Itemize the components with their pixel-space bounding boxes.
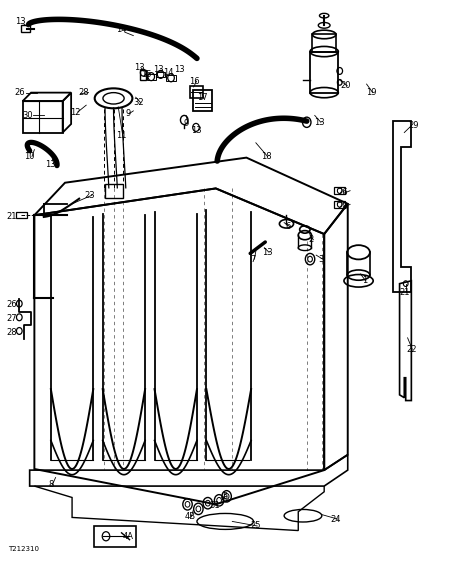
Bar [146, 74, 156, 80]
Text: 9: 9 [125, 109, 130, 118]
Text: 24: 24 [331, 515, 341, 524]
Text: 17: 17 [197, 93, 208, 101]
Text: 9: 9 [184, 120, 189, 128]
Text: 15: 15 [141, 70, 152, 79]
Text: 13: 13 [314, 118, 325, 127]
Text: 22: 22 [406, 345, 417, 354]
Text: 1: 1 [362, 276, 367, 285]
Text: 13: 13 [15, 17, 26, 26]
Text: 21: 21 [399, 288, 410, 297]
Bar [193, 91, 212, 111]
Text: 13: 13 [174, 65, 185, 74]
Text: 12: 12 [71, 108, 81, 116]
Text: 28: 28 [7, 328, 17, 336]
Text: 4B: 4B [184, 512, 195, 521]
Text: 18: 18 [261, 152, 272, 161]
Bar [312, 34, 336, 52]
Text: 2: 2 [309, 236, 314, 244]
Bar [190, 86, 203, 99]
Text: 7: 7 [250, 254, 255, 264]
Bar [21, 25, 30, 32]
Text: 31: 31 [209, 501, 219, 510]
Text: 21: 21 [7, 213, 17, 221]
Bar [334, 201, 346, 208]
Text: 10: 10 [25, 152, 35, 161]
Text: 6: 6 [285, 222, 291, 231]
Text: 13: 13 [153, 65, 164, 74]
Text: 3: 3 [318, 254, 324, 264]
Text: 16: 16 [189, 77, 200, 86]
Text: 8: 8 [48, 480, 54, 489]
Text: 13: 13 [191, 125, 201, 135]
Text: 13: 13 [134, 63, 144, 72]
Text: 23: 23 [85, 191, 95, 200]
Text: 11: 11 [116, 131, 127, 140]
Text: 26: 26 [7, 300, 17, 309]
Text: 26: 26 [337, 189, 348, 198]
Text: 14: 14 [164, 68, 174, 77]
Text: 19: 19 [366, 88, 376, 97]
Text: 28: 28 [79, 88, 89, 97]
Bar [140, 70, 146, 80]
Text: 20: 20 [340, 81, 351, 91]
Bar [94, 526, 136, 547]
Text: 32: 32 [134, 99, 144, 107]
Text: 4A: 4A [123, 532, 134, 541]
Text: 30: 30 [22, 111, 33, 120]
Text: 13: 13 [262, 248, 273, 257]
Text: 28: 28 [337, 202, 348, 211]
Text: 25: 25 [251, 521, 261, 531]
Bar [334, 187, 346, 194]
Text: 26: 26 [14, 88, 25, 97]
Bar [310, 52, 338, 93]
Text: 27: 27 [7, 314, 17, 323]
Bar [156, 72, 165, 77]
Text: 5: 5 [222, 492, 228, 501]
Text: 29: 29 [409, 121, 419, 130]
Text: 13: 13 [46, 160, 56, 169]
Bar [166, 75, 176, 81]
Text: 14: 14 [116, 25, 127, 34]
Text: T212310: T212310 [9, 546, 39, 552]
Bar [17, 213, 27, 218]
